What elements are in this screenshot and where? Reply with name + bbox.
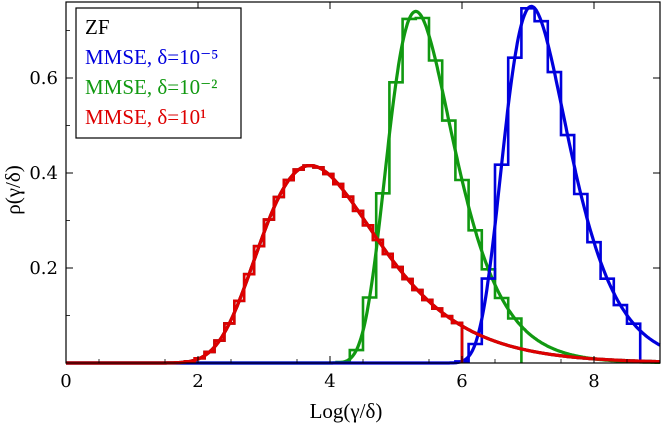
y-tick-label: 0.4 <box>29 163 58 184</box>
legend-entry: MMSE, δ=10⁻² <box>85 75 217 99</box>
y-tick-label: 0.6 <box>29 68 58 89</box>
x-tick-label: 8 <box>588 371 599 392</box>
x-tick-label: 0 <box>60 371 71 392</box>
legend-box <box>75 7 242 139</box>
x-tick-label: 4 <box>324 371 335 392</box>
x-tick-label: 2 <box>192 371 203 392</box>
x-axis-title: Log(γ/δ) <box>310 399 383 423</box>
legend-entry: MMSE, δ=10¹ <box>85 105 206 129</box>
y-axis-title: ρ(γ/δ) <box>1 165 25 214</box>
y-tick-label: 0.2 <box>29 258 58 279</box>
legend: ZF MMSE, δ=10⁻⁵ MMSE, δ=10⁻² MMSE, δ=10¹ <box>75 7 242 139</box>
legend-entry: ZF <box>85 15 110 39</box>
legend-entry: MMSE, δ=10⁻⁵ <box>85 45 219 69</box>
x-tick-label: 6 <box>456 371 467 392</box>
axes-layer: 0 2 4 6 8 0.2 0.4 0.6 <box>29 1 661 392</box>
